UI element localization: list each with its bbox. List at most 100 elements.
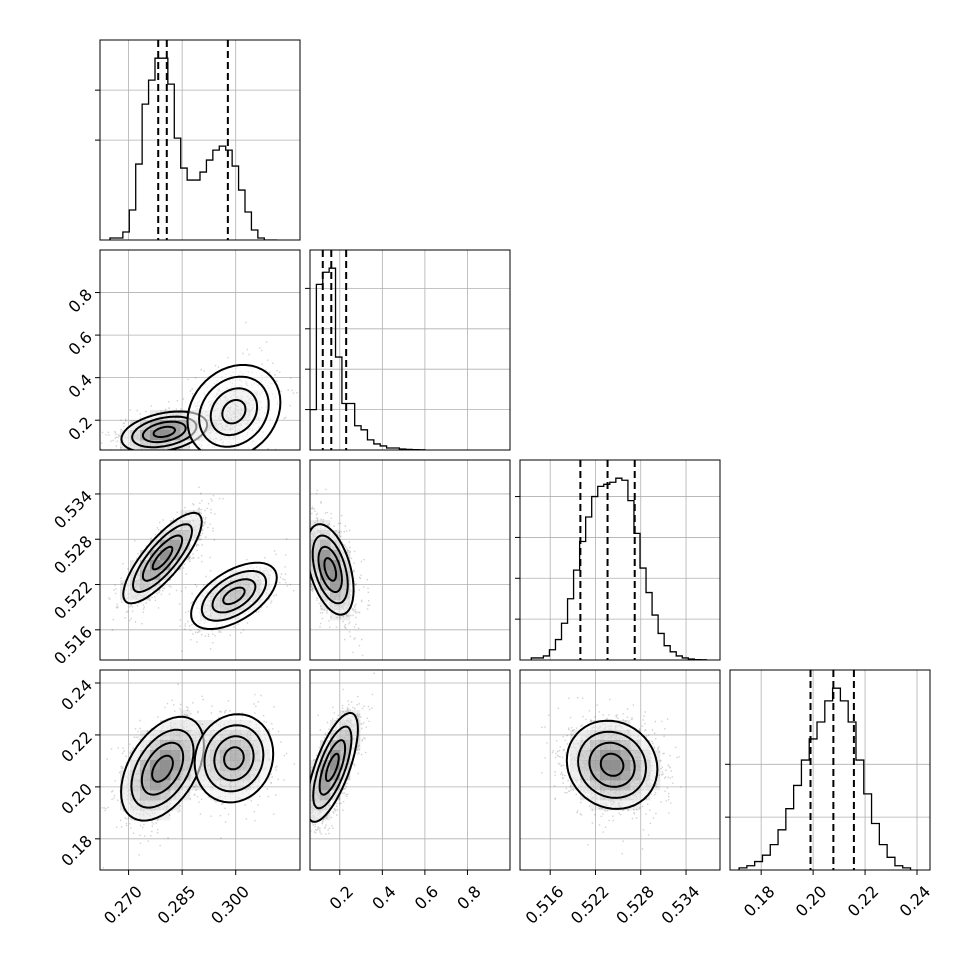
y-tick-label-p2: 0.522: [50, 577, 96, 623]
x-tick-label-p3: 0.18: [740, 882, 779, 921]
contour-line-1-1: [198, 375, 270, 448]
density-cell: [590, 800, 601, 811]
x-tick-label-p0: 0.300: [207, 882, 253, 928]
contour-line-0-3: [151, 545, 174, 571]
contour-line-0-2: [141, 420, 187, 444]
contour-line-0-1: [312, 725, 353, 810]
contour-line-0-2: [141, 534, 184, 582]
contour-line-1-0: [193, 713, 275, 804]
panel-p1-p3: [309, 669, 511, 871]
density-cell: [340, 610, 351, 621]
density-cell: [330, 610, 341, 621]
contour-line-0-3: [325, 752, 340, 783]
panel-content: [100, 460, 300, 660]
panel-p0-p0: [95, 39, 301, 241]
contour-fill: [121, 716, 204, 821]
density-cell: [180, 710, 191, 721]
x-tick-label-p1: 0.8: [453, 882, 484, 913]
contour-line-0-3: [323, 557, 338, 582]
panel-p2-p3: [519, 669, 721, 871]
contour-line-0-1: [577, 730, 648, 799]
panel-p2-p2: [515, 459, 721, 661]
contour-line-1-2: [213, 735, 255, 782]
panel-frame: [309, 249, 511, 451]
y-tick-label-p2: 0.534: [50, 487, 96, 533]
panel-content: [520, 670, 720, 870]
contour-line-0-0: [120, 410, 209, 450]
density-cell: [200, 720, 211, 731]
contour-fill: [121, 411, 208, 450]
histogram-p3: [738, 687, 912, 870]
contour-line-1-3: [221, 399, 247, 425]
contour-line-0-1: [131, 415, 198, 449]
contour-line-0-0: [310, 711, 359, 823]
density-cell: [160, 810, 171, 821]
x-tick-label-p3: 0.20: [792, 882, 831, 921]
panel-content: [310, 460, 510, 660]
contour-line-0-1: [130, 728, 195, 809]
x-tick-label-p3: 0.24: [896, 882, 935, 921]
contour-line-1-1: [200, 570, 268, 622]
panel-p0-p3: [99, 669, 301, 871]
contour-line-0-2: [140, 741, 185, 796]
panel-p0-p2: [99, 459, 301, 661]
contour-line-1-2: [211, 578, 257, 614]
y-tick-label-p1: 0.4: [65, 370, 96, 401]
x-tick-label-p1: 0.6: [411, 882, 442, 913]
panel-p1-p2: [309, 459, 511, 661]
y-tick-label-p3: 0.20: [57, 779, 96, 818]
panel-content: [310, 250, 510, 450]
panel-content: [730, 670, 930, 870]
y-tick-label-p1: 0.6: [65, 328, 96, 359]
panel-frame: [99, 669, 301, 871]
y-tick-label-p3: 0.22: [57, 728, 96, 767]
contour-line-1-0: [186, 364, 282, 450]
x-tick-label-p2: 0.522: [567, 882, 613, 928]
panel-p0-p1: [99, 249, 301, 451]
contour-line-0-2: [588, 741, 636, 788]
contour-line-0-3: [151, 754, 174, 783]
panel-p3-p3: [725, 669, 931, 871]
contour-line-1-3: [222, 586, 246, 606]
x-tick-label-p2: 0.516: [522, 882, 568, 928]
panel-p1-p1: [305, 249, 511, 451]
contour-line-0-2: [318, 739, 347, 796]
y-tick-label-p3: 0.24: [57, 676, 96, 715]
y-tick-label-p3: 0.18: [57, 831, 96, 870]
x-tick-label-p2: 0.528: [612, 882, 658, 928]
panel-frame: [99, 39, 301, 241]
panel-frame: [99, 459, 301, 661]
x-tick-label-p1: 0.4: [368, 882, 399, 913]
contour-line-0-0: [122, 511, 203, 605]
contour-line-0-2: [317, 545, 343, 593]
histogram-p1: [310, 267, 426, 450]
contour-line-0-3: [152, 425, 177, 438]
panel-content: [100, 40, 300, 240]
contour-fill: [187, 365, 281, 450]
panel-frame: [519, 459, 721, 661]
panel-content: [100, 670, 300, 870]
contour-line-0-0: [310, 523, 355, 616]
contour-line-1-0: [190, 561, 278, 630]
y-tick-label-p2: 0.516: [50, 622, 96, 668]
contour-line-0-0: [565, 719, 659, 810]
x-tick-label-p1: 0.2: [326, 882, 357, 913]
panel-content: [520, 460, 720, 660]
panel-content: [100, 250, 300, 450]
panel-frame: [99, 249, 301, 451]
contour-line-0-3: [599, 752, 625, 777]
x-tick-label-p2: 0.534: [658, 882, 704, 928]
y-tick-label-p1: 0.8: [65, 285, 96, 316]
x-tick-label-p3: 0.22: [844, 882, 883, 921]
panel-frame: [729, 669, 931, 871]
histogram-p0: [109, 57, 278, 240]
panel-frame: [519, 669, 721, 871]
panel-frame: [309, 669, 511, 871]
panel-frame: [309, 459, 511, 661]
contour-line-0-0: [120, 715, 205, 822]
contour-line-0-1: [311, 534, 349, 605]
y-tick-label-p1: 0.2: [65, 413, 96, 444]
histogram-p2: [530, 477, 708, 660]
contour-fill: [123, 512, 202, 604]
